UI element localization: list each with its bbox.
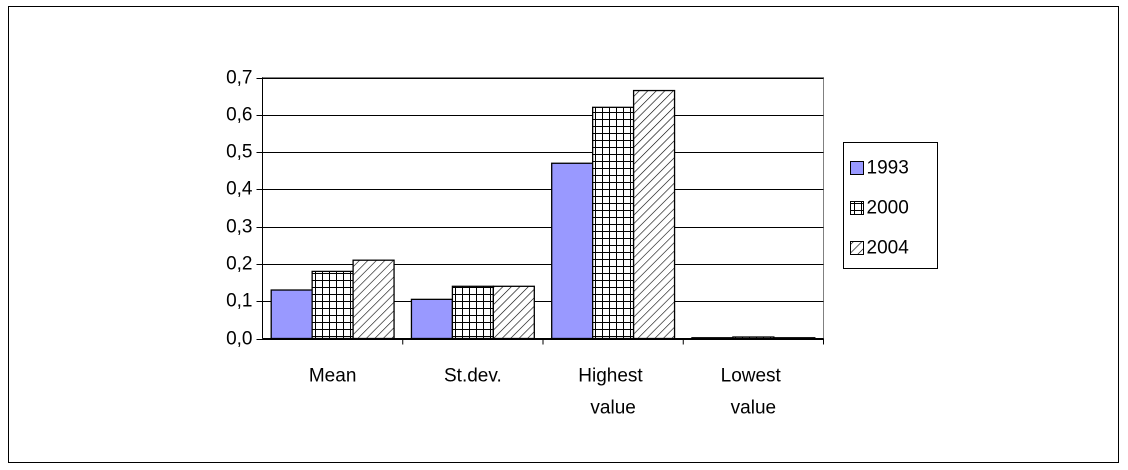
y-tick-label: 0,5 (226, 142, 252, 163)
x-tick-label-line: value (590, 398, 635, 419)
bar (451, 285, 495, 340)
x-tick-label: Mean (309, 366, 357, 387)
bar (410, 298, 454, 340)
legend-label: 2000 (867, 198, 909, 219)
y-tick-label: 0,0 (226, 329, 252, 350)
x-tick-label: St.dev. (444, 366, 502, 387)
bar (773, 337, 816, 340)
x-tick-label: Lowest value (721, 366, 786, 419)
legend-swatch (850, 161, 864, 175)
x-tick-label: Highest value (578, 366, 648, 419)
legend-label: 1993 (867, 158, 909, 179)
legend-swatch (850, 241, 864, 255)
legend-label: 2004 (867, 238, 910, 259)
y-tick-label: 0,1 (226, 291, 252, 312)
bar (492, 285, 535, 340)
bar (311, 270, 354, 340)
bar (352, 259, 395, 340)
bar (551, 162, 594, 340)
legend-swatch (850, 201, 864, 215)
y-tick-label: 0,3 (226, 217, 252, 238)
y-tick-label: 0,2 (226, 254, 252, 275)
bar (591, 106, 635, 340)
bar (732, 336, 775, 340)
y-tick-label: 0,6 (226, 105, 252, 126)
bar (632, 89, 676, 340)
y-tick-label: 0,4 (226, 179, 253, 200)
bar (270, 289, 313, 340)
x-tick-label-line: Lowest (721, 366, 786, 387)
bar (691, 337, 734, 340)
x-tick-label-line: value (731, 398, 776, 419)
y-tick-label: 0,7 (226, 68, 252, 89)
x-tick-label-line: Highest (578, 366, 648, 387)
